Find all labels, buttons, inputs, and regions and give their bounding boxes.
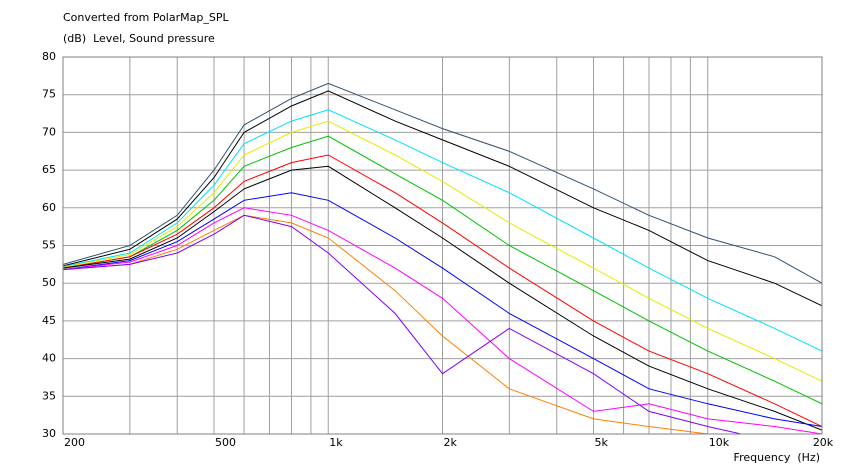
y-tick-label: 70 xyxy=(42,125,56,138)
y-tick-label: 80 xyxy=(42,50,56,63)
x-tick-label: 10k xyxy=(709,436,730,449)
plot-frame xyxy=(62,56,823,435)
y-tick-label: 40 xyxy=(42,352,56,365)
y-tick-label: 30 xyxy=(42,427,56,440)
y-tick-label: 45 xyxy=(42,314,56,327)
curve xyxy=(63,109,822,352)
x-tick-label: 20k xyxy=(813,436,834,449)
curve xyxy=(63,82,822,284)
y-axis-label: (dB) Level, Sound pressure xyxy=(63,32,215,45)
curve xyxy=(63,192,822,427)
curve xyxy=(63,90,822,307)
y-tick-label: 75 xyxy=(42,88,56,101)
x-tick-label: 1k xyxy=(329,436,343,449)
curve xyxy=(63,214,711,434)
x-axis-label: Frequency (Hz) xyxy=(734,451,820,464)
y-tick-label: 50 xyxy=(42,276,56,289)
curve xyxy=(63,120,822,382)
y-tick-label: 35 xyxy=(42,389,56,402)
curve xyxy=(63,154,822,427)
y-tick-label: 60 xyxy=(42,201,56,214)
curve xyxy=(63,207,822,434)
y-tick-label: 65 xyxy=(42,163,56,176)
curve xyxy=(63,135,822,405)
curve xyxy=(63,214,744,434)
curves xyxy=(63,82,822,434)
x-tick-label: 200 xyxy=(64,436,85,449)
x-tick-label: 500 xyxy=(215,436,236,449)
curve xyxy=(63,165,822,431)
x-tick-label: 2k xyxy=(444,436,458,449)
x-tick-label: 5k xyxy=(595,436,609,449)
y-tick-label: 55 xyxy=(42,239,56,252)
chart-title: Converted from PolarMap_SPL xyxy=(63,11,229,24)
